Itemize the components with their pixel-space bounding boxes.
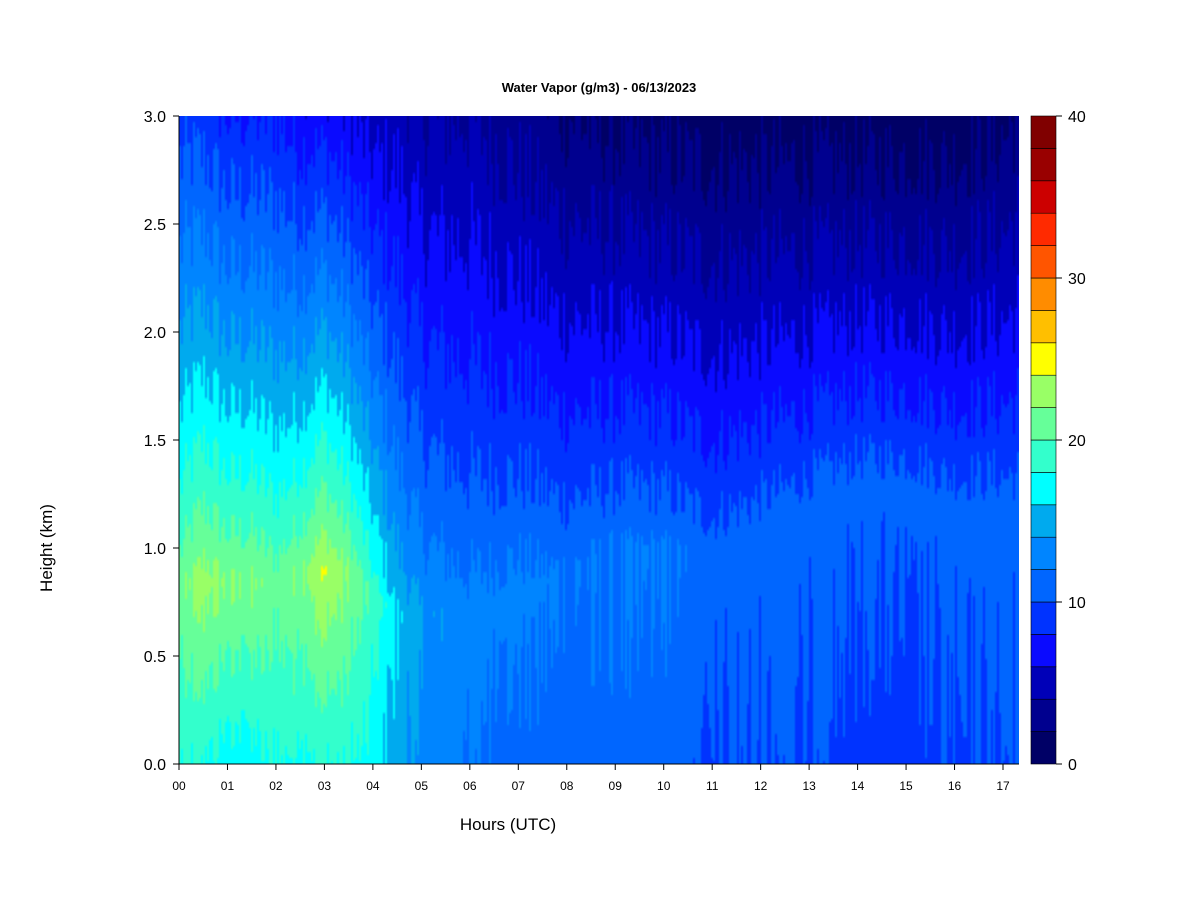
colorbar-segment	[1030, 342, 1057, 376]
chart-title: Water Vapor (g/m3) - 06/13/2023	[502, 80, 697, 95]
colorbar-tick-label: 10	[1068, 595, 1086, 612]
colorbar-segment	[1030, 277, 1057, 311]
colorbar-segment	[1030, 536, 1057, 570]
x-tick-label: 13	[802, 779, 816, 793]
colorbar-segment	[1030, 634, 1057, 668]
colorbar-segment	[1030, 569, 1057, 603]
y-tick-label: 1.0	[144, 541, 166, 558]
y-tick-label: 2.0	[144, 325, 166, 342]
y-tick-label: 2.5	[144, 217, 166, 234]
x-tick-label: 10	[657, 779, 671, 793]
x-tick-label: 16	[948, 779, 962, 793]
colorbar-segment	[1030, 731, 1057, 765]
colorbar-tick-label: 0	[1068, 757, 1077, 774]
x-tick-label: 09	[609, 779, 623, 793]
x-tick-label: 02	[269, 779, 283, 793]
colorbar-segment	[1030, 698, 1057, 732]
x-tick-label: 06	[463, 779, 477, 793]
x-tick-label: 04	[366, 779, 380, 793]
x-tick-label: 11	[706, 779, 719, 793]
colorbar-segment	[1030, 666, 1057, 700]
y-tick-label: 0.0	[144, 757, 166, 774]
colorbar-segment	[1030, 148, 1057, 182]
x-tick-label: 12	[754, 779, 768, 793]
colorbar-segment	[1030, 245, 1057, 279]
x-tick-label: 15	[899, 779, 913, 793]
colorbar-segment	[1030, 472, 1057, 506]
x-tick-label: 17	[996, 779, 1010, 793]
y-tick-label: 3.0	[144, 109, 166, 126]
colorbar-segment	[1030, 601, 1057, 635]
colorbar-ticks: 0 10 20 30 40	[1056, 109, 1086, 774]
x-tick-label: 08	[560, 779, 574, 793]
x-tick-label: 05	[415, 779, 429, 793]
y-tick-label: 0.5	[144, 649, 166, 666]
colorbar-segment	[1030, 212, 1057, 246]
colorbar-segment	[1030, 407, 1057, 441]
colorbar-segment	[1030, 504, 1057, 538]
colorbar-segment	[1030, 180, 1057, 214]
x-tick-label: 14	[851, 779, 865, 793]
x-tick-label: 01	[221, 779, 235, 793]
y-axis-ticks: 0.0 0.5 1.0 1.5 2.0 2.5 3.0	[144, 109, 179, 774]
x-tick-label: 07	[512, 779, 526, 793]
colorbar-segment	[1030, 374, 1057, 408]
colorbar-tick-label: 40	[1068, 109, 1086, 126]
heatmap-field	[179, 116, 1019, 764]
colorbar-tick-label: 20	[1068, 433, 1086, 450]
colorbar-tick-label: 30	[1068, 271, 1086, 288]
colorbar	[1030, 115, 1057, 765]
x-axis-ticks: 00 01 02 03 04 05 06 07 08 09 10 11 12 13 14 15 16 17	[172, 764, 1010, 793]
x-tick-label: 03	[318, 779, 332, 793]
x-axis-label: Hours (UTC)	[460, 815, 556, 834]
y-tick-label: 1.5	[144, 433, 166, 450]
colorbar-segment	[1030, 310, 1057, 344]
colorbar-segment	[1030, 439, 1057, 473]
colorbar-segment	[1030, 115, 1057, 149]
y-axis-label: Height (km)	[37, 504, 56, 592]
x-tick-label: 00	[172, 779, 186, 793]
